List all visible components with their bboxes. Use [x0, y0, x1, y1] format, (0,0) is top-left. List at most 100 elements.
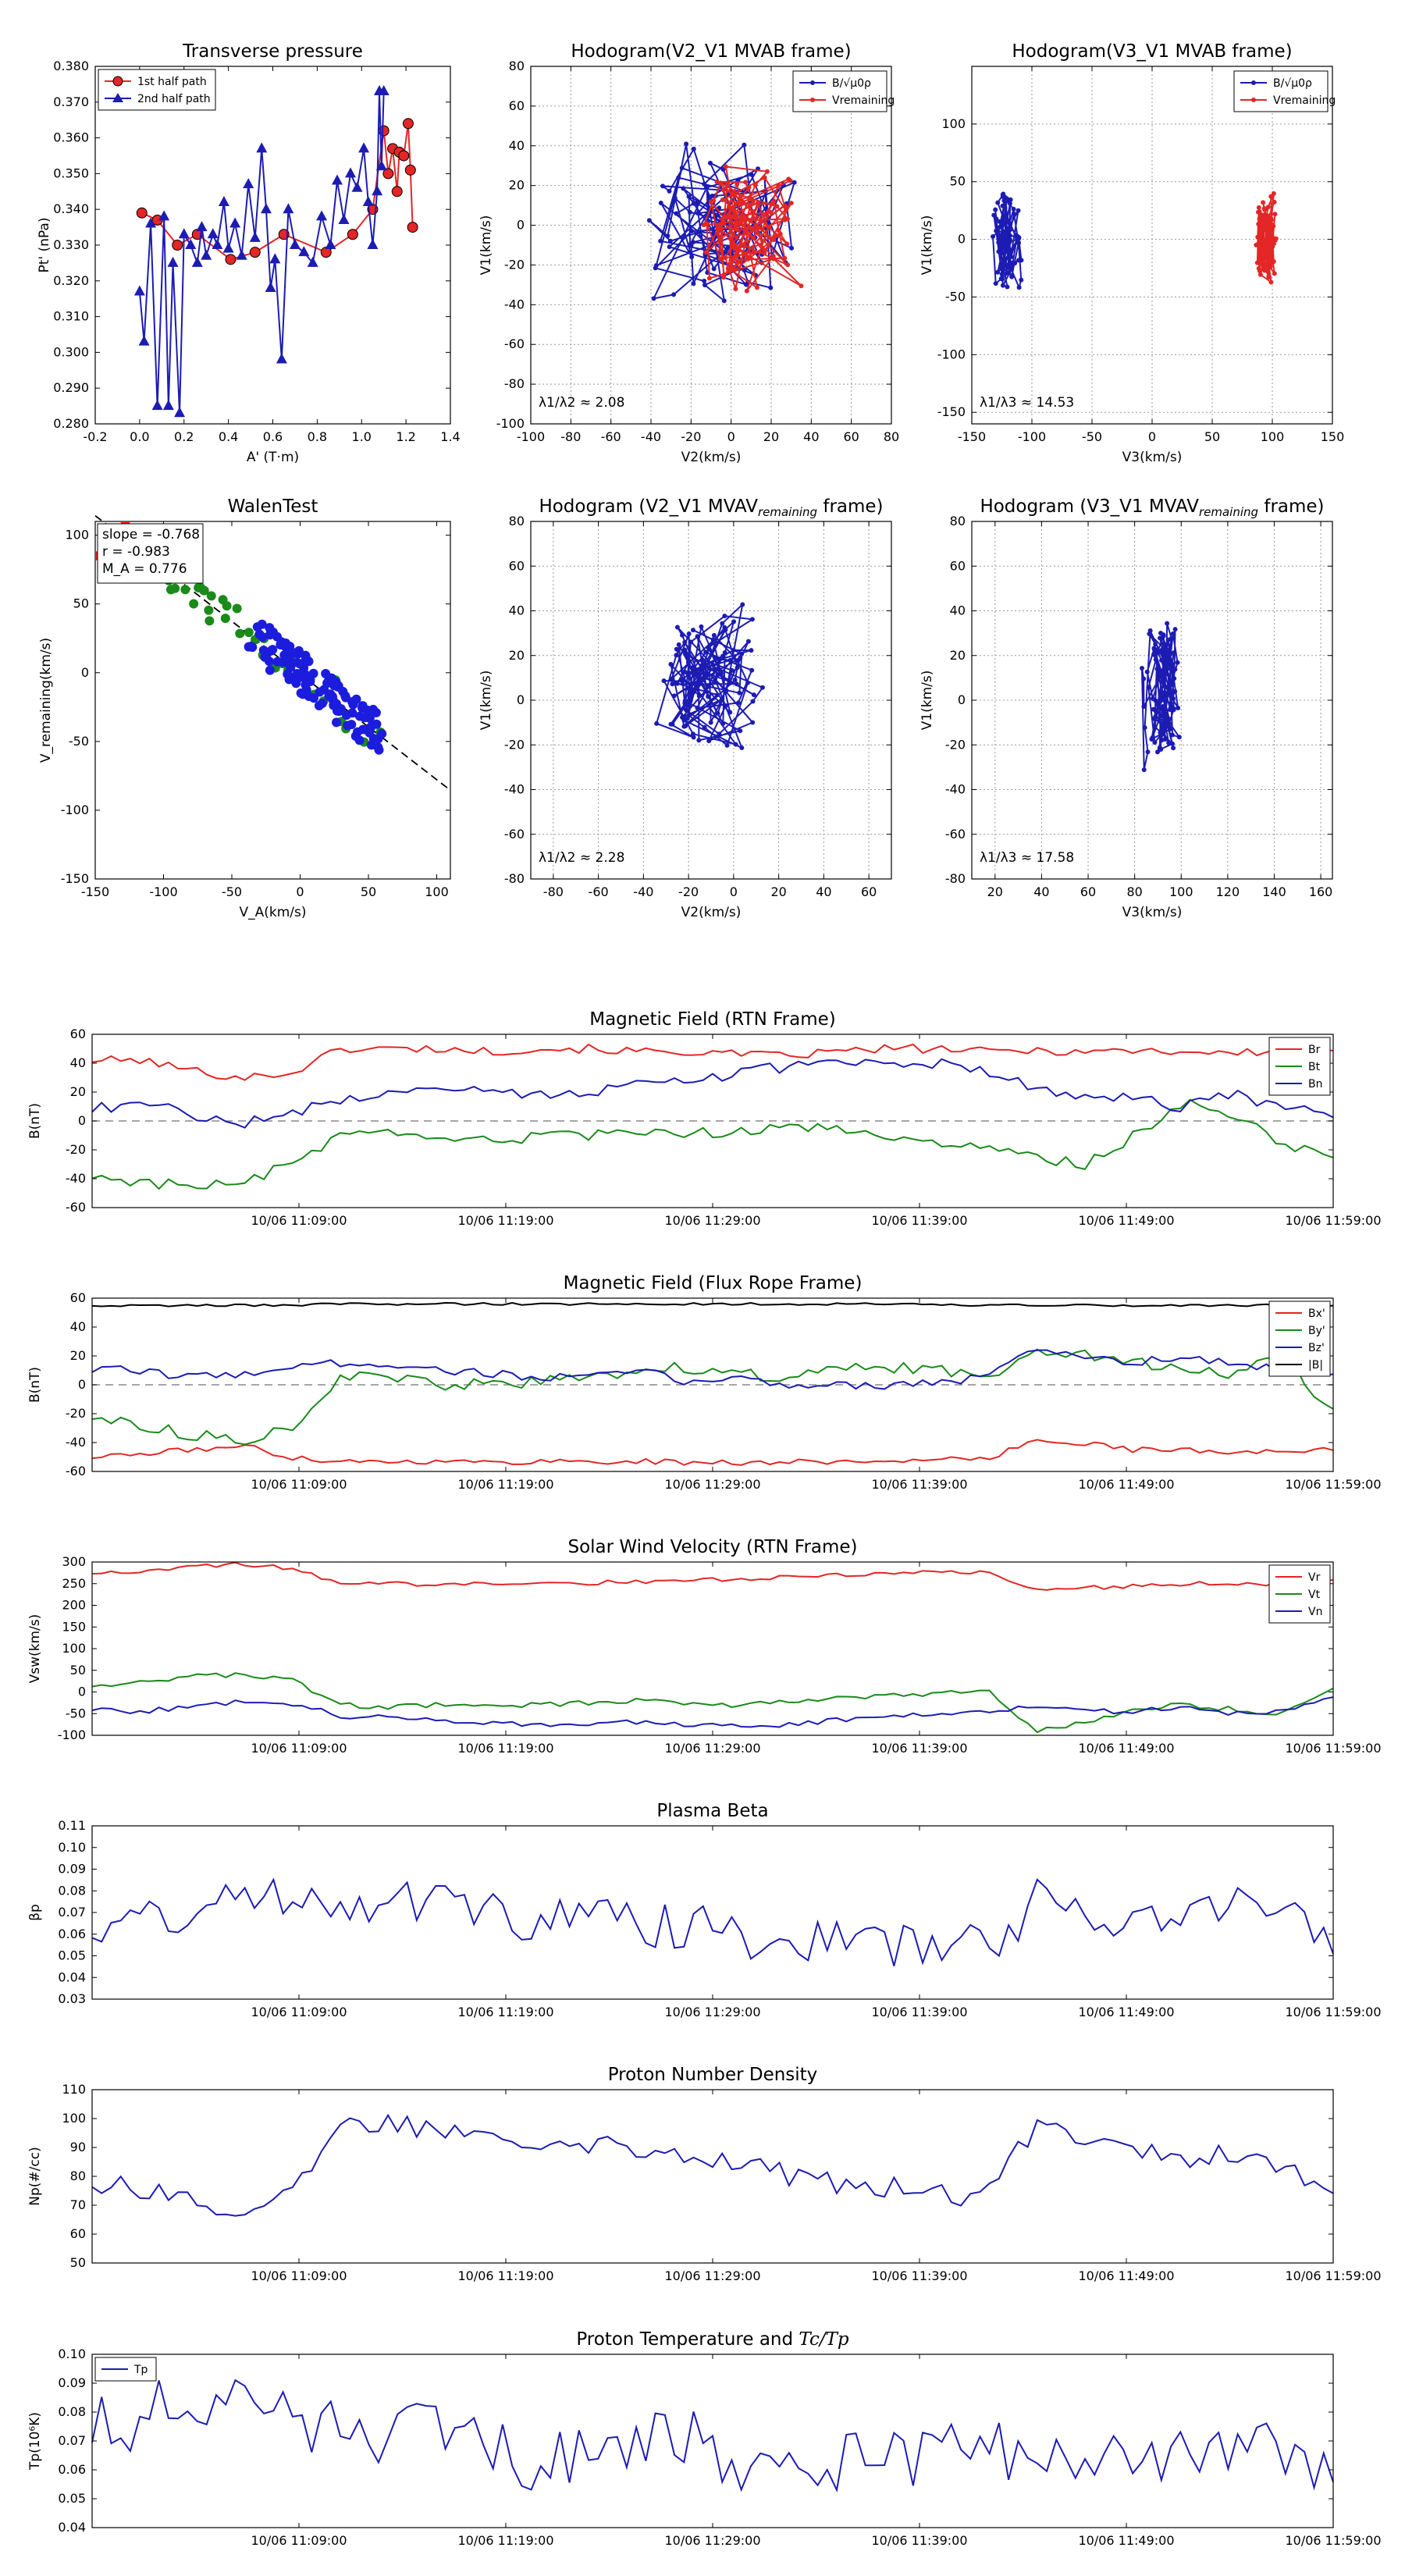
data-point — [658, 238, 663, 244]
data-point — [776, 183, 781, 188]
data-point — [734, 681, 739, 687]
data-point — [133, 285, 145, 296]
y-tick-label: 0 — [517, 218, 525, 233]
x-axis-label: V3(km/s) — [1122, 450, 1183, 465]
data-point — [1261, 258, 1266, 263]
stats-line: slope = -0.768 — [102, 527, 200, 543]
x-tick-label: 10/06 11:09:00 — [251, 2533, 347, 2548]
legend — [1233, 70, 1329, 112]
x-tick-label: -40 — [641, 429, 661, 444]
data-point — [740, 602, 745, 607]
data-point — [674, 624, 680, 630]
y-tick-label: -100 — [58, 1727, 86, 1742]
data-point — [788, 178, 793, 183]
data-point — [1154, 647, 1159, 653]
data-point — [665, 233, 670, 239]
data-point — [751, 692, 756, 698]
x-tick-label: 140 — [1262, 884, 1286, 899]
x-tick-label: 1.0 — [352, 429, 372, 444]
y-tick-label: 0.310 — [53, 309, 89, 324]
legend-label: Vt — [1308, 1589, 1321, 1601]
x-tick-label: 80 — [1126, 884, 1142, 899]
x-tick-label: 10/06 11:59:00 — [1285, 2533, 1381, 2548]
data-point — [265, 281, 276, 292]
data-point — [1160, 679, 1165, 685]
data-point — [307, 256, 318, 267]
x-tick-label: 10/06 11:19:00 — [457, 1741, 553, 1756]
data-point — [1264, 213, 1270, 219]
data-point — [674, 681, 680, 686]
data-point — [725, 214, 731, 219]
y-tick-label: -60 — [945, 827, 966, 841]
data-point — [729, 667, 735, 673]
data-point — [1141, 767, 1147, 773]
data-point — [771, 237, 777, 243]
legend-label: Vn — [1308, 1606, 1322, 1618]
data-point — [724, 742, 730, 748]
data-point — [1006, 270, 1012, 276]
data-point — [404, 164, 416, 176]
y-axis-label: Np(#/cc) — [27, 2147, 43, 2205]
y-tick-label: 0.06 — [58, 1927, 86, 1941]
y-tick-label: -150 — [61, 871, 89, 886]
y-tick-label: 50 — [70, 2255, 86, 2270]
data-point — [750, 699, 756, 704]
data-point — [1258, 245, 1264, 251]
data-point — [329, 681, 339, 691]
x-tick-label: 10/06 11:19:00 — [457, 2005, 553, 2019]
x-tick-label: 10/06 11:39:00 — [871, 1213, 967, 1228]
data-point — [1261, 264, 1266, 269]
data-point — [661, 678, 667, 684]
plot-frame — [91, 1297, 1334, 1472]
data-point — [362, 196, 374, 207]
data-point — [1176, 735, 1182, 740]
series-line — [138, 91, 385, 414]
data-point — [1263, 237, 1268, 242]
data-point — [235, 628, 245, 639]
y-tick-label: -40 — [504, 782, 525, 797]
data-point — [702, 283, 708, 288]
data-point — [690, 628, 695, 633]
data-point — [742, 251, 748, 257]
data-point — [756, 225, 762, 230]
y-tick-label: 20 — [509, 178, 525, 193]
y-tick-label: 0.370 — [53, 94, 89, 109]
chart-title: Hodogram(V2_V1 MVAB frame) — [571, 41, 851, 62]
x-axis-label: A' (T·m) — [247, 450, 299, 465]
data-point — [768, 209, 774, 215]
y-tick-label: -80 — [504, 871, 525, 886]
x-tick-label: 0.4 — [219, 429, 238, 444]
data-point — [708, 720, 713, 725]
data-point — [1145, 749, 1151, 755]
walen-points — [95, 521, 387, 755]
data-point — [711, 198, 717, 204]
x-tick-label: 10/06 11:29:00 — [664, 1477, 760, 1492]
data-point — [1161, 632, 1166, 638]
data-point — [1170, 631, 1176, 636]
y-tick-label: 0.03 — [58, 1991, 86, 2006]
data-point — [713, 656, 718, 662]
data-point — [1265, 205, 1271, 210]
y-tick-label: 0.350 — [53, 165, 89, 180]
y-tick-label: 20 — [70, 1348, 86, 1363]
series-line — [91, 1672, 1334, 1734]
data-point — [764, 169, 770, 174]
data-point — [272, 656, 283, 667]
data-point — [674, 211, 679, 216]
data-point — [676, 642, 681, 647]
data-point — [994, 216, 999, 222]
y-axis-label: V1(km/s) — [919, 215, 935, 276]
x-axis-label: V3(km/s) — [1122, 905, 1183, 920]
y-tick-label: 0 — [958, 232, 966, 247]
data-point — [749, 617, 755, 622]
data-point — [715, 710, 720, 716]
y-tick-label: 0.09 — [58, 2375, 86, 2390]
x-tick-label: -60 — [589, 884, 609, 899]
y-tick-label: 60 — [509, 98, 525, 113]
x-tick-label: 10/06 11:49:00 — [1078, 1477, 1174, 1492]
chart-title: Magnetic Field (RTN Frame) — [589, 1009, 836, 1030]
legend-label: Bx' — [1308, 1308, 1325, 1320]
chart-title: Hodogram (V3_V1 MVAVremaining frame) — [980, 496, 1324, 519]
y-tick-label: -60 — [66, 1464, 86, 1478]
data-point — [254, 629, 265, 639]
